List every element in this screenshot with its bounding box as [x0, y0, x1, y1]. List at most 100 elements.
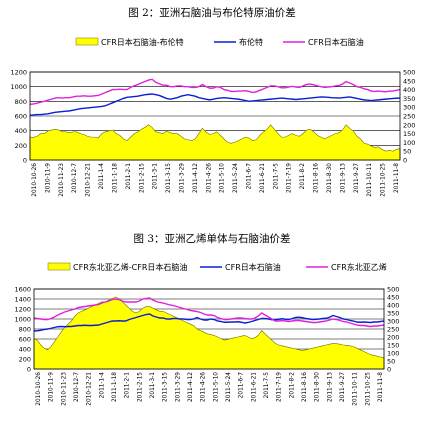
x-tick-label: 2011-10-11: [353, 372, 359, 406]
chart-2-svg: CFR东北亚乙烯-CFR日本石脑油 CFR日本石脑油 CFR东北亚乙烯 0 200 400…: [14, 262, 399, 406]
left-tick-label: 200: [15, 142, 27, 150]
x-tick-label: 2010-11-23: [61, 372, 67, 406]
right-tick-label: 0: [387, 366, 391, 374]
figure-3-caption: 图 3：亚洲乙烯单体与石脑油价差: [133, 233, 291, 245]
x-tick-label: 2011-1-18: [112, 372, 118, 402]
right-tick-label: 150: [387, 342, 399, 350]
right-tick-label: 50: [403, 148, 411, 156]
x-tick-label: 2011-11-8: [394, 163, 400, 193]
x-tick-label: 2011-7-5: [264, 372, 270, 399]
area-series-spread: [29, 124, 401, 161]
x-tick-label: 2011-2-15: [139, 163, 145, 193]
x-tick-label: 2011-4-12: [193, 163, 199, 193]
right-tick-label: 150: [403, 130, 415, 138]
x-tick-label: 2011-9-13: [340, 163, 346, 193]
x-tick-label: 2011-6-7: [247, 163, 253, 190]
x-tick-label: 2011-10-25: [365, 372, 371, 406]
x-tick-label: 2011-6-21: [251, 372, 257, 402]
left-tick-label: 800: [19, 326, 31, 334]
x-tick-label: 2011-3-1: [150, 372, 156, 399]
legend-label: CFR东北亚乙烯-CFR日本石脑油: [73, 262, 187, 272]
x-tick-label: 2010-12-21: [86, 163, 92, 197]
x-tick-label: 2011-3-29: [179, 163, 185, 193]
right-tick-label: 100: [387, 350, 399, 358]
x-tick-label: 2011-1-4: [99, 163, 105, 190]
x-tick-label: 2010-12-7: [74, 372, 80, 402]
x-tick-label: 2011-8-30: [315, 372, 321, 402]
figure-2-caption: 图 2：亚洲石脑油与布伦特原油价差: [128, 7, 296, 19]
x-tick-label: 2011-4-26: [201, 372, 207, 402]
right-tick-label: 500: [403, 69, 415, 77]
legend-label: CFR日本石脑油: [308, 37, 364, 47]
x-tick-label: 2011-6-7: [239, 372, 245, 399]
left-tick-label: 600: [15, 113, 27, 121]
x-tick-label: 2011-11-8: [378, 372, 384, 402]
x-tick-label: 2011-3-15: [166, 163, 172, 193]
legend-swatch-area: [47, 262, 71, 271]
x-tick-label: 2010-11-23: [59, 163, 65, 197]
right-tick-label: 200: [403, 121, 415, 129]
legend-swatch-area: [75, 37, 99, 46]
left-tick-label: 0: [27, 366, 31, 374]
right-tick-label: 0: [403, 157, 407, 165]
x-tick-label: 2011-3-29: [175, 372, 181, 402]
left-tick-label: 600: [19, 336, 31, 344]
x-tick-label: 2011-5-24: [233, 163, 239, 193]
x-tick-label: 2010-10-26: [36, 372, 42, 406]
x-tick-label: 2011-4-26: [206, 163, 212, 193]
line-series-a: [33, 313, 385, 332]
left-tick-label: 1200: [14, 306, 31, 314]
x-tick-label: 2011-2-1: [125, 372, 131, 399]
legend-label: 布伦特: [239, 37, 263, 47]
x-tick-label: 2011-9-13: [327, 372, 333, 402]
x-tick-label: 2011-8-2: [289, 372, 295, 399]
x-tick-label: 2010-12-21: [87, 372, 93, 406]
left-tick-label: 1200: [10, 69, 27, 77]
right-tick-label: 400: [403, 86, 415, 94]
left-tick-label: 200: [19, 356, 31, 364]
x-tick-label: 2011-3-15: [163, 372, 169, 402]
right-tick-label: 300: [387, 318, 399, 326]
right-tick-label: 250: [403, 113, 415, 121]
right-tick-label: 250: [387, 326, 399, 334]
left-tick-label: 0: [23, 157, 27, 165]
x-tick-label: 2011-7-5: [273, 163, 279, 190]
x-tick-label: 2011-3-1: [153, 163, 159, 190]
x-tick-label: 2010-11-9: [45, 163, 51, 193]
chart-1-svg: CFR日本石脑油-布伦特 布伦特 CFR日本石脑油02004006008001000…: [10, 37, 415, 197]
left-tick-label: 400: [15, 127, 27, 135]
x-tick-label: 2011-5-10: [213, 372, 219, 402]
x-tick-label: 2010-12-7: [72, 163, 78, 193]
legend-label: CFR东北亚乙烯: [331, 262, 387, 272]
right-tick-label: 350: [387, 310, 399, 318]
x-tick-label: 2011-8-2: [300, 163, 306, 190]
x-tick-label: 2010-10-26: [32, 163, 38, 197]
right-tick-label: 200: [387, 334, 399, 342]
right-tick-label: 50: [387, 358, 395, 366]
right-tick-label: 350: [403, 95, 415, 103]
right-tick-label: 450: [387, 294, 399, 302]
area-series-spread: [33, 296, 385, 370]
x-tick-label: 2011-7-19: [277, 372, 283, 402]
left-tick-label: 1000: [10, 83, 27, 91]
x-tick-label: 2011-10-11: [367, 163, 373, 197]
ethylene-naphtha-spread-chart: CFR东北亚乙烯-CFR日本石脑油 CFR日本石脑油 CFR东北亚乙烯 0 200 400…: [0, 255, 424, 431]
right-tick-label: 500: [387, 286, 399, 294]
line-series-a: [29, 93, 401, 116]
x-tick-label: 2011-5-24: [226, 372, 232, 402]
naphtha-brent-spread-chart: CFR日本石脑油-布伦特 布伦特 CFR日本石脑油 0 200 400 600 800 1000…: [0, 29, 424, 224]
x-tick-label: 2011-4-12: [188, 372, 194, 402]
line-series-b: [33, 297, 385, 328]
left-tick-label: 1000: [14, 316, 31, 324]
x-tick-label: 2011-2-15: [137, 372, 143, 402]
right-tick-label: 300: [403, 104, 415, 112]
x-tick-label: 2010-11-9: [49, 372, 55, 402]
x-tick-label: 2011-8-16: [314, 163, 320, 193]
left-tick-label: 1600: [14, 286, 31, 294]
x-tick-label: 2011-2-1: [126, 163, 132, 190]
x-tick-label: 2011-8-30: [327, 163, 333, 193]
x-tick-label: 2011-6-21: [260, 163, 266, 193]
x-tick-label: 2011-9-27: [340, 372, 346, 402]
x-tick-label: 2011-8-16: [302, 372, 308, 402]
x-tick-label: 2011-5-10: [220, 163, 226, 193]
